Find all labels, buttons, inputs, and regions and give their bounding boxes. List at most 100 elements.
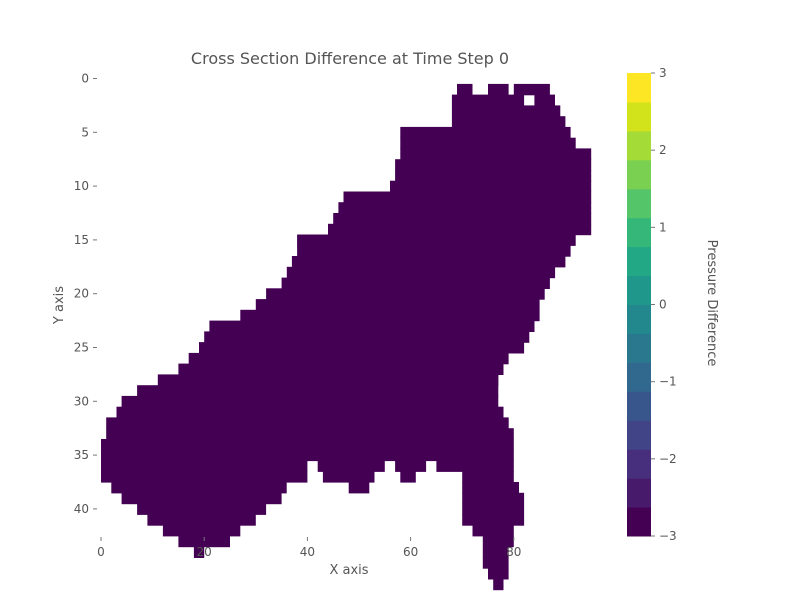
colorbar-tick-label: 3 xyxy=(659,66,667,80)
heatmap-cell-span xyxy=(101,439,514,451)
heatmap-cell-span xyxy=(482,535,514,548)
colorbar-band xyxy=(627,362,651,392)
heatmap-cell-span xyxy=(400,148,592,160)
y-tick-label: 5 xyxy=(81,125,89,139)
heatmap-cell-span xyxy=(451,116,566,128)
colorbar-band xyxy=(627,246,651,277)
heatmap-cell-span xyxy=(451,105,561,117)
y-tick-label: 0 xyxy=(81,72,89,86)
heatmap-cell-span xyxy=(266,288,545,300)
heatmap-cell-span xyxy=(178,535,230,548)
heatmap-cell-span xyxy=(317,460,385,472)
heatmap-cell-span xyxy=(286,266,556,279)
heatmap-cell-span xyxy=(462,514,525,526)
x-tick-label: 80 xyxy=(506,545,521,559)
colorbar-band xyxy=(627,449,651,479)
heatmap-cell-span xyxy=(333,213,592,225)
heatmap-cell-span xyxy=(457,83,473,96)
colorbar-tick-label: −1 xyxy=(659,375,677,389)
x-tick-label: 40 xyxy=(300,545,315,559)
heatmap-cell-span xyxy=(488,568,509,580)
colorbar-band xyxy=(627,478,651,508)
heatmap-cell-span xyxy=(348,482,370,494)
colorbar-tick-label: 1 xyxy=(659,220,667,234)
heatmap-cell-span xyxy=(121,492,282,505)
heatmap-cell-span xyxy=(462,471,514,483)
x-tick-label: 20 xyxy=(197,545,212,559)
heatmap-cell-span xyxy=(472,525,514,537)
heatmap-cell-span xyxy=(101,460,308,472)
heatmap-cell-span xyxy=(240,309,540,322)
y-tick-label: 15 xyxy=(74,233,89,247)
heatmap-cell-span xyxy=(116,406,504,419)
heatmap-cell-span xyxy=(395,460,427,472)
heatmap-cell-span xyxy=(482,557,509,569)
heatmap-cell-span xyxy=(199,342,525,354)
colorbar-band xyxy=(627,420,651,450)
x-tick-label: 60 xyxy=(403,545,418,559)
heatmap-cell-span xyxy=(395,159,592,171)
y-tick-label: 10 xyxy=(74,179,89,193)
heatmap-cell-span xyxy=(209,320,535,332)
y-tick-label: 20 xyxy=(74,287,89,301)
colorbar-band xyxy=(627,391,651,421)
colorbar-band xyxy=(627,159,651,190)
colorbar: 3 2 1 0 −1 −2 −3 xyxy=(627,66,677,543)
heatmap-cell-span xyxy=(291,256,566,268)
y-axis: 0 5 10 15 20 25 30 35 40 xyxy=(74,72,97,516)
heatmap-cell-span xyxy=(111,482,287,494)
y-axis-label: Y axis xyxy=(52,286,67,325)
heatmap-plot-area xyxy=(101,83,592,591)
colorbar-band xyxy=(627,304,651,334)
heatmap-cell-span xyxy=(488,83,509,96)
heatmap-cell-span xyxy=(395,170,592,182)
heatmap-cell-span xyxy=(462,482,519,494)
heatmap-cell-span xyxy=(137,385,499,397)
colorbar-band xyxy=(627,333,651,363)
colorbar-band xyxy=(627,101,651,132)
heatmap-cell-span xyxy=(255,299,540,311)
heatmap-cell-span xyxy=(193,546,205,558)
heatmap-cell-span xyxy=(493,578,504,591)
heatmap-cell-span xyxy=(338,202,592,214)
colorbar-tick-label: −2 xyxy=(659,452,677,466)
heatmap-cell-span xyxy=(462,503,525,515)
colorbar-band xyxy=(627,73,651,103)
heatmap-cell-span xyxy=(322,471,375,483)
heatmap-cell-span xyxy=(101,449,514,462)
colorbar-band xyxy=(627,507,651,537)
x-axis: 0 20 40 60 80 xyxy=(97,537,521,559)
colorbar-band xyxy=(627,130,651,161)
colorbar-tick-label: 0 xyxy=(659,298,667,312)
heatmap-cell-span xyxy=(121,395,499,408)
heatmap-cell-span xyxy=(343,191,592,203)
x-axis-label: X axis xyxy=(329,563,368,578)
colorbar-tick-label: −3 xyxy=(659,529,677,543)
heatmap-cell-span xyxy=(400,137,576,150)
colorbar-band xyxy=(627,188,651,219)
heatmap-cell-span xyxy=(204,331,530,343)
y-tick-label: 25 xyxy=(74,341,89,355)
colorbar-band xyxy=(627,217,651,248)
heatmap-cell-span xyxy=(101,471,308,483)
chart-title: Cross Section Difference at Time Step 0 xyxy=(191,49,509,68)
heatmap-cell-span xyxy=(178,363,504,375)
heatmap-cell-span xyxy=(328,223,592,236)
heatmap-cell-span xyxy=(162,525,241,537)
y-tick-label: 40 xyxy=(74,502,89,516)
heatmap-cell-span xyxy=(281,277,550,289)
heatmap-cell-span xyxy=(451,94,525,106)
x-tick-label: 0 xyxy=(97,545,105,559)
heatmap-cell-span xyxy=(534,94,555,106)
heatmap-cell-span xyxy=(147,514,256,526)
heatmap-cell-span xyxy=(462,492,525,505)
heatmap-cell-span xyxy=(390,180,592,193)
heatmap-cell-span xyxy=(188,352,509,365)
colorbar-band xyxy=(627,275,651,305)
heatmap-cell-span xyxy=(106,428,514,440)
heatmap-cell-span xyxy=(482,546,509,558)
heatmap-cell-span xyxy=(400,471,416,483)
heatmap-cell-span xyxy=(157,374,499,386)
